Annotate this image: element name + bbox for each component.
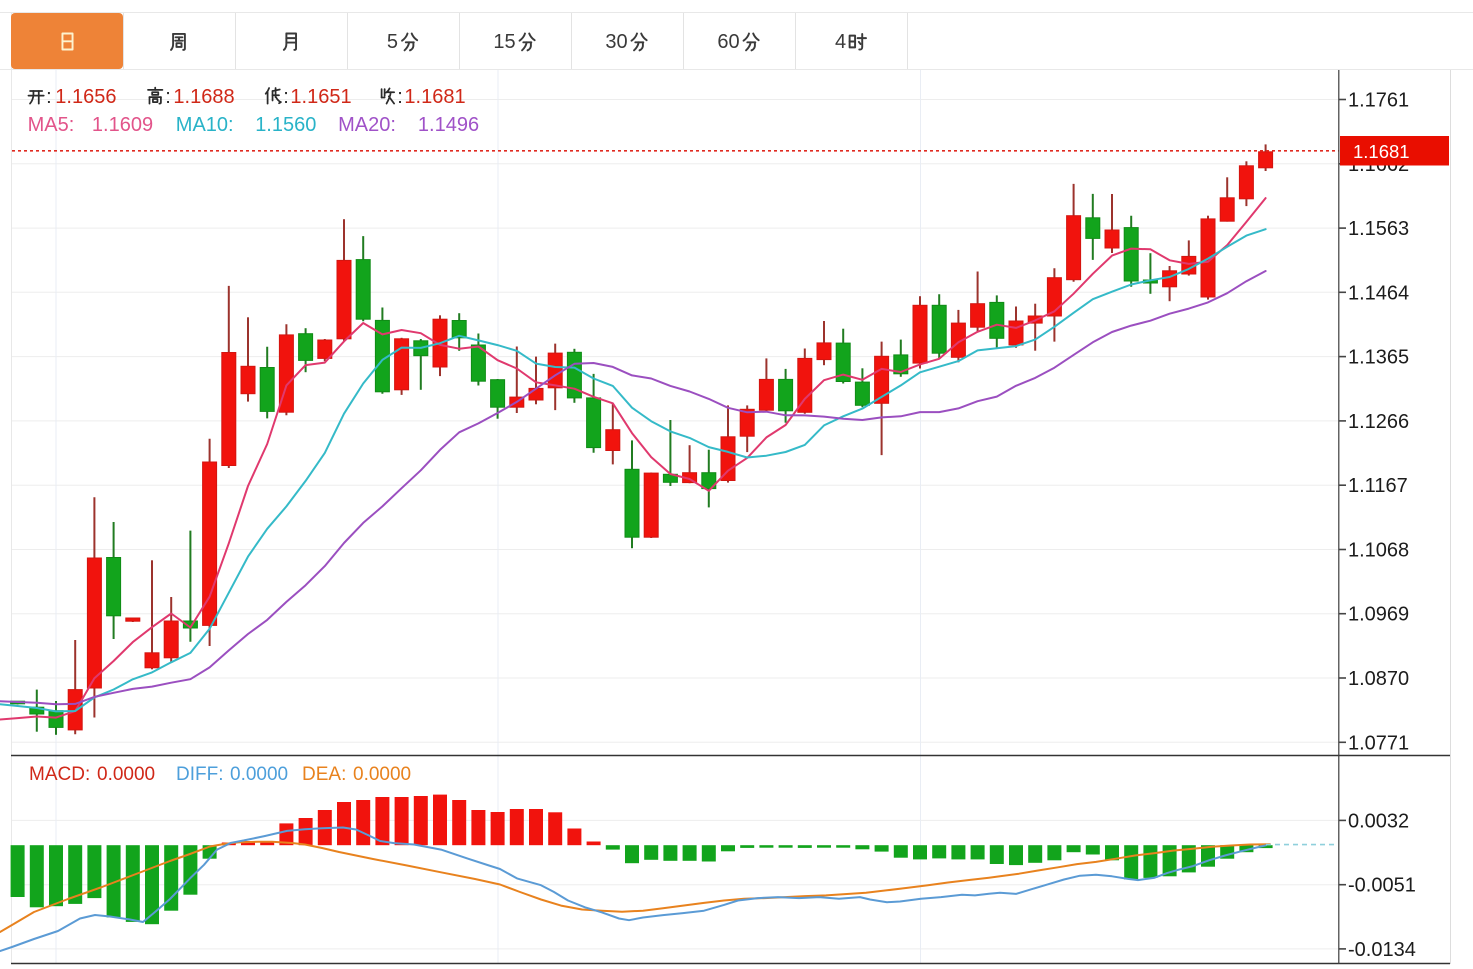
svg-text:1.1365: 1.1365 (1348, 347, 1409, 369)
svg-text:-0.0051: -0.0051 (1348, 875, 1416, 897)
svg-text:1.1464: 1.1464 (1348, 282, 1409, 304)
svg-text:5: 5 (387, 31, 398, 53)
svg-text:DIFF: 0.0000: DIFF: 0.0000 (176, 764, 288, 785)
svg-text:DEA: 0.0000: DEA: 0.0000 (302, 764, 411, 785)
svg-text:0.0032: 0.0032 (1348, 810, 1409, 832)
svg-text:1.1681: 1.1681 (1353, 141, 1410, 162)
svg-text:MACD: 0.0000: MACD: 0.0000 (29, 764, 155, 785)
svg-text:MA10: 1.1560: MA10: 1.1560 (176, 114, 317, 136)
svg-text:1.1688: 1.1688 (173, 86, 234, 108)
svg-text::: : (46, 86, 52, 108)
svg-text:1.0870: 1.0870 (1348, 668, 1409, 690)
svg-text::: : (283, 86, 289, 108)
svg-text:60: 60 (717, 31, 739, 53)
svg-text::: : (165, 86, 171, 108)
svg-text:1.0771: 1.0771 (1348, 732, 1409, 754)
svg-text:1.1563: 1.1563 (1348, 218, 1409, 240)
svg-text:1.1681: 1.1681 (404, 86, 465, 108)
svg-text:1.1656: 1.1656 (55, 86, 116, 108)
svg-text:30: 30 (605, 31, 627, 53)
svg-text:1.1761: 1.1761 (1348, 90, 1409, 112)
svg-text:1.1266: 1.1266 (1348, 411, 1409, 433)
svg-text:4: 4 (835, 31, 846, 53)
svg-text::: : (397, 86, 403, 108)
svg-text:1.1651: 1.1651 (290, 86, 351, 108)
svg-text:1.1167: 1.1167 (1348, 475, 1408, 497)
svg-text:-0.0134: -0.0134 (1348, 939, 1416, 961)
svg-text:1.1068: 1.1068 (1348, 540, 1409, 562)
svg-text:1.0969: 1.0969 (1348, 604, 1409, 626)
svg-text:15: 15 (493, 31, 515, 53)
